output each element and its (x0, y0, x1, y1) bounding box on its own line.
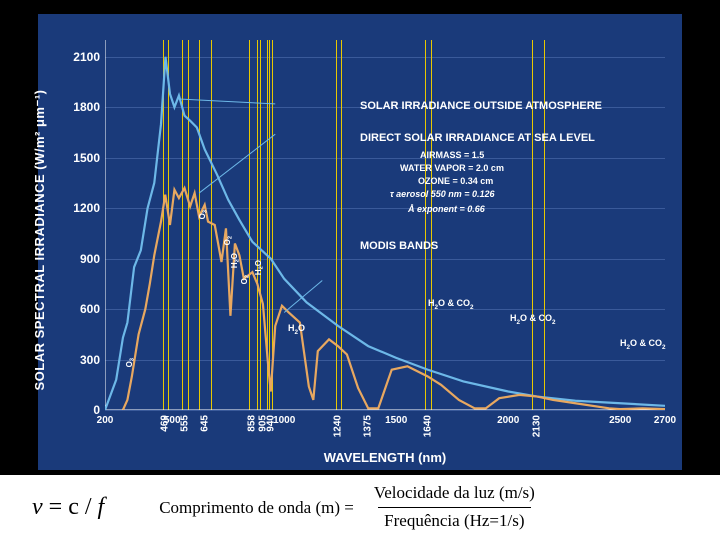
abs-o3-left: O3 (125, 358, 136, 367)
y-tick: 1800 (70, 100, 100, 114)
abs-h2o-2: H2O (254, 260, 265, 275)
x-tick: 1500 (385, 415, 407, 426)
y-tick: 300 (70, 353, 100, 367)
param-aerosol: τ aerosol 550 nm = 0.126 (390, 189, 495, 199)
abs-o2-1: O2 (223, 236, 234, 245)
x-tick: 2000 (497, 415, 519, 426)
x-axis-label: WAVELENGTH (nm) (105, 450, 665, 465)
x-tick-minor: 645 (199, 415, 210, 432)
y-tick: 600 (70, 302, 100, 316)
label-sealevel: DIRECT SOLAR IRRADIANCE AT SEA LEVEL (360, 132, 595, 144)
series-sea-level (123, 188, 665, 410)
abs-o2-2: O2 (240, 275, 251, 284)
x-tick-minor: 1240 (332, 415, 343, 437)
x-tick-minor: 555 (179, 415, 190, 432)
abs-h2o-a: H2O (288, 323, 305, 336)
x-tick-minor: 858 (247, 415, 258, 432)
x-tick: 200 (97, 415, 114, 426)
abs-h2oco2-2: H2O & CO2 (510, 313, 556, 326)
param-ozone: OZONE = 0.34 cm (418, 176, 493, 186)
x-tick-minor: 1375 (363, 415, 374, 437)
y-tick: 0 (70, 403, 100, 417)
param-airmass: AIRMASS = 1.5 (420, 150, 484, 160)
abs-h2oco2-1: H2O & CO2 (428, 298, 474, 311)
equation-numerator: Velocidade da luz (m/s) (368, 482, 541, 507)
x-tick-minor: 469 (160, 415, 171, 432)
y-tick: 1200 (70, 201, 100, 215)
y-axis-label: SOLAR SPECTRAL IRRADIANCE (W/m² μm⁻¹) (32, 89, 48, 390)
label-outside: SOLAR IRRADIANCE OUTSIDE ATMOSPHERE (360, 100, 602, 112)
x-tick-minor: 2130 (532, 415, 543, 437)
x-tick-minor: 940 (265, 415, 276, 432)
page: SOLAR SPECTRAL IRRADIANCE (W/m² μm⁻¹) WA… (0, 0, 720, 540)
abs-h2oco2-3: H2O & CO2 (620, 338, 666, 351)
y-tick: 900 (70, 252, 100, 266)
equation-denominator: Frequência (Hz=1/s) (378, 507, 530, 533)
x-tick: 2500 (609, 415, 631, 426)
chart-plot (105, 40, 665, 410)
equation-panel: ν = c / f Comprimento de onda (m) = Velo… (0, 475, 720, 540)
equation-fraction: Velocidade da luz (m/s) Frequência (Hz=1… (368, 482, 541, 533)
abs-o3-right: O3 (198, 210, 209, 219)
y-tick: 1500 (70, 151, 100, 165)
y-tick: 2100 (70, 50, 100, 64)
x-tick: 2700 (654, 415, 676, 426)
abs-h2o-1: H2O (230, 253, 241, 268)
equation-lhs: Comprimento de onda (m) = (159, 498, 354, 518)
label-modis: MODIS BANDS (360, 240, 438, 252)
x-tick-minor: 1640 (422, 415, 433, 437)
param-water: WATER VAPOR = 2.0 cm (400, 163, 504, 173)
param-exponent: Å exponent = 0.66 (408, 204, 485, 214)
formula: ν = c / f (32, 494, 104, 521)
